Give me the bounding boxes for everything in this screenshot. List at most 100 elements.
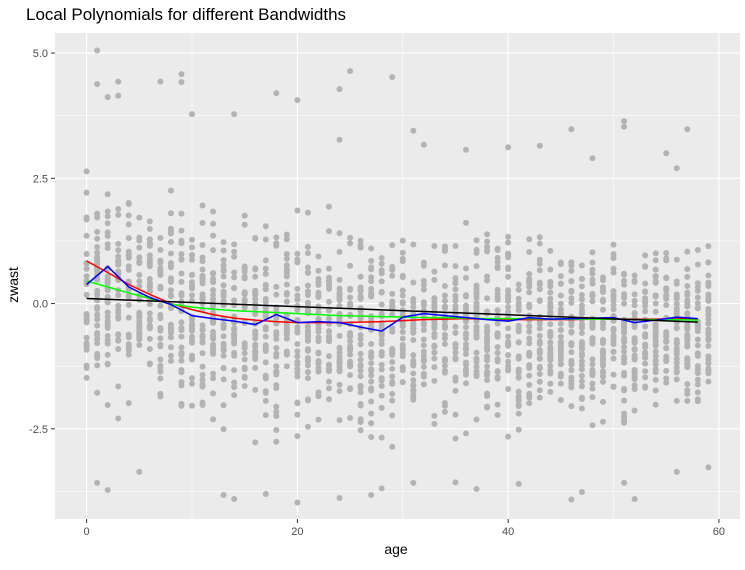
data-point — [621, 479, 628, 486]
data-point — [157, 247, 164, 254]
data-point — [262, 236, 269, 243]
data-point — [684, 381, 691, 388]
data-point — [241, 364, 248, 371]
data-point — [420, 336, 427, 343]
data-point — [484, 243, 491, 250]
data-point — [157, 311, 164, 318]
data-point — [189, 354, 195, 361]
y-axis-ticks: -2.5 0.0 2.5 5.0 — [29, 48, 55, 436]
data-point — [378, 310, 385, 317]
data-point — [115, 383, 122, 390]
data-point — [568, 340, 575, 347]
y-tick-label: 2.5 — [33, 173, 48, 185]
data-point — [621, 118, 628, 125]
data-point — [389, 412, 396, 419]
data-point — [210, 390, 217, 397]
data-point — [231, 241, 238, 248]
data-point — [568, 288, 575, 295]
data-point — [347, 68, 354, 75]
data-point — [494, 246, 501, 253]
data-point — [199, 266, 206, 273]
data-point — [526, 381, 533, 388]
data-point — [441, 283, 448, 290]
data-point — [631, 291, 638, 298]
data-point — [283, 236, 290, 243]
data-point — [231, 274, 238, 281]
data-point — [178, 256, 185, 263]
data-point — [146, 360, 153, 367]
data-point — [589, 155, 596, 162]
data-point — [146, 310, 153, 317]
data-point — [410, 394, 417, 401]
data-point — [642, 263, 649, 270]
data-point — [304, 397, 311, 404]
data-point — [389, 272, 396, 279]
data-point — [610, 337, 617, 344]
data-point — [484, 403, 491, 410]
data-point — [631, 407, 638, 414]
data-point — [136, 214, 143, 221]
data-point — [621, 123, 628, 130]
data-point — [357, 367, 364, 374]
data-point — [326, 281, 332, 288]
data-point — [463, 293, 469, 300]
data-point — [463, 361, 469, 368]
data-point — [694, 294, 701, 301]
data-point — [347, 240, 354, 247]
data-point — [515, 339, 522, 346]
data-point — [368, 360, 375, 367]
data-point — [220, 247, 227, 254]
data-point — [610, 348, 617, 355]
data-point — [252, 295, 259, 302]
data-point — [167, 334, 174, 341]
data-point — [178, 290, 185, 297]
data-point — [378, 255, 385, 262]
data-point — [167, 344, 174, 351]
data-point — [125, 266, 132, 273]
data-point — [199, 339, 206, 346]
data-point — [526, 236, 533, 243]
data-point — [399, 249, 406, 256]
data-point — [589, 340, 596, 347]
data-point — [315, 253, 322, 260]
data-point — [589, 394, 596, 401]
data-point — [283, 298, 290, 305]
data-point — [441, 362, 448, 369]
data-point — [705, 378, 712, 385]
data-point — [684, 266, 691, 273]
data-point — [178, 319, 185, 326]
data-point — [694, 287, 701, 294]
data-point — [378, 361, 385, 368]
data-point — [357, 373, 364, 380]
data-point — [210, 319, 217, 326]
data-point — [536, 325, 543, 332]
data-point — [494, 368, 501, 375]
data-point — [210, 335, 217, 342]
data-point — [231, 248, 238, 255]
data-point — [473, 334, 480, 341]
data-point — [673, 325, 680, 332]
data-point — [347, 358, 354, 365]
data-point — [104, 232, 111, 239]
data-point — [326, 362, 332, 369]
data-point — [621, 397, 628, 404]
data-point — [536, 234, 543, 241]
data-point — [705, 259, 712, 266]
data-point — [652, 401, 659, 408]
data-point — [189, 320, 195, 327]
data-point — [262, 342, 269, 349]
data-point — [273, 335, 280, 342]
data-point — [621, 335, 628, 342]
data-point — [673, 468, 680, 475]
data-point — [652, 387, 659, 394]
data-point — [484, 343, 491, 350]
data-point — [557, 380, 564, 387]
data-point — [441, 297, 448, 304]
data-point — [494, 312, 501, 319]
data-point — [357, 336, 364, 343]
data-point — [694, 304, 701, 311]
data-point — [146, 225, 153, 232]
data-point — [673, 397, 680, 404]
data-point — [104, 276, 111, 283]
data-point — [578, 352, 585, 359]
